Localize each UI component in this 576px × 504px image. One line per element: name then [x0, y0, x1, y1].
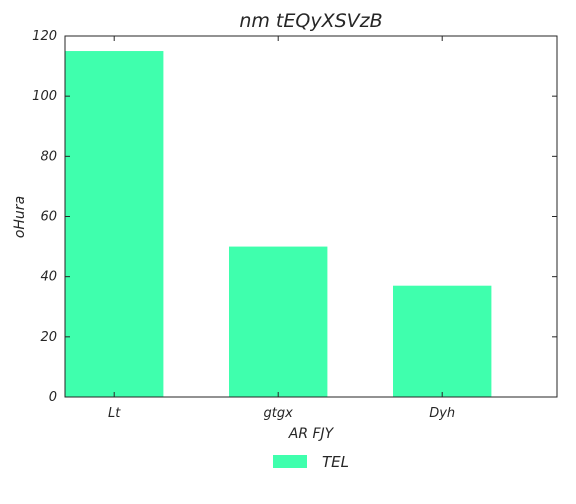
legend: TEL — [273, 453, 349, 471]
y-tick-label: 80 — [40, 149, 57, 164]
y-tick-label: 40 — [40, 270, 57, 285]
legend-label-tel: TEL — [322, 453, 349, 471]
x-axis-label: AR FJY — [288, 426, 335, 442]
legend-swatch-tel — [273, 455, 307, 468]
x-tick-label-dyh: Dyh — [429, 406, 455, 421]
chart-title: nm tEQyXSVzB — [239, 10, 382, 32]
y-tick-label: 120 — [32, 29, 57, 44]
bar-dyh — [393, 285, 492, 397]
y-axis-label: oHura — [12, 196, 28, 238]
y-tick-label: 20 — [40, 330, 57, 345]
y-tick-label: 0 — [49, 390, 57, 405]
y-tick-label: 100 — [32, 89, 57, 104]
bar-lt — [65, 51, 164, 398]
y-tick-label: 60 — [40, 210, 57, 225]
x-tick-label-lt: Lt — [108, 406, 121, 421]
x-tick-label-gtgx: gtgx — [264, 406, 294, 421]
plot-area: 0 20 40 60 80 100 120 Lt gtgx Dyh — [32, 29, 558, 421]
bar-gtgx — [229, 246, 328, 397]
